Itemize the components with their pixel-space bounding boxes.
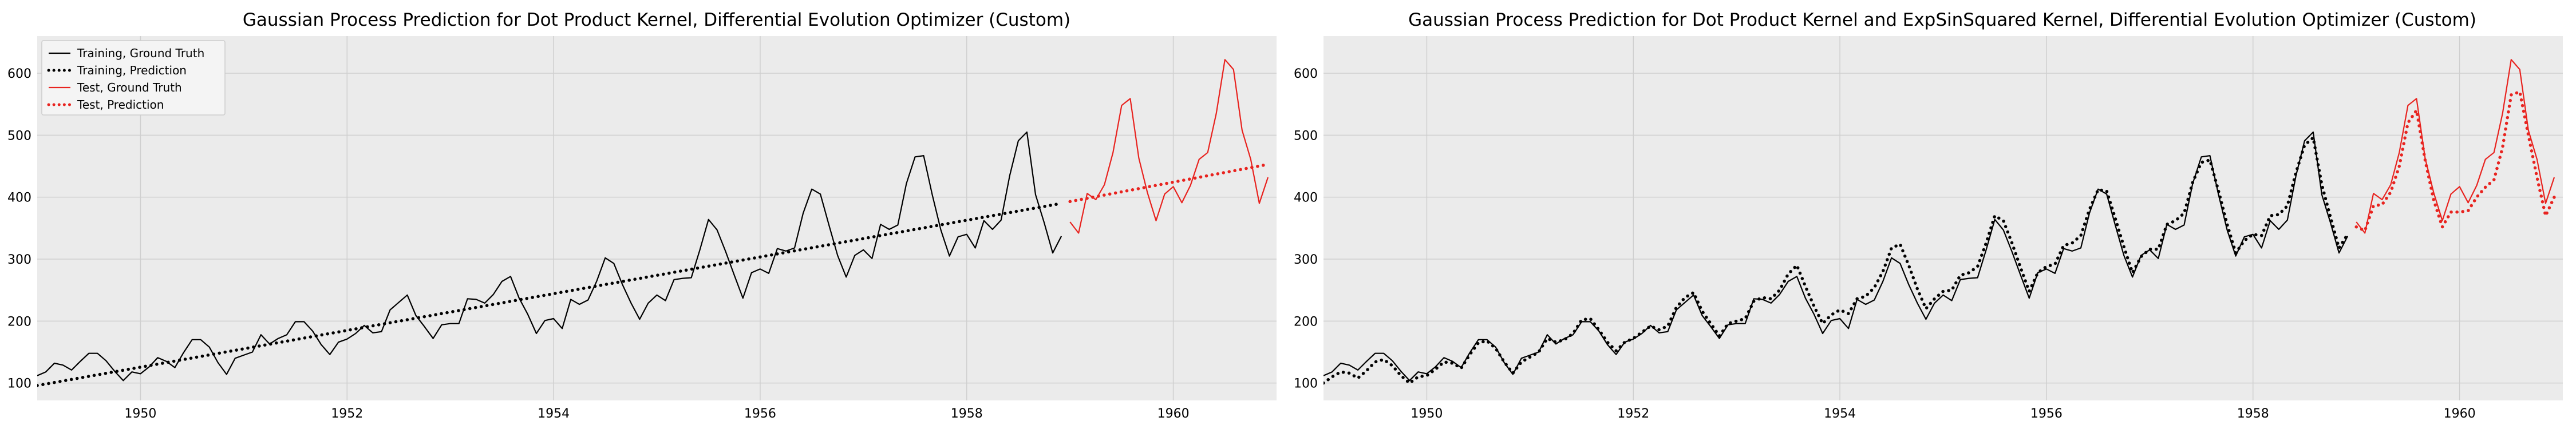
left-series-1-prediction-line [37,201,1064,387]
left-y-tick-label: 400 [7,191,31,205]
left-legend-label: Test, Ground Truth [77,81,182,94]
left-legend-label: Test, Prediction [77,98,164,112]
left-x-tick-label: 1952 [331,407,363,421]
left-legend-label: Training, Ground Truth [77,46,204,60]
right-chart-title: Gaussian Process Prediction for Dot Prod… [1408,10,2476,30]
right-y-tick-label: 600 [1294,67,1318,81]
right-y-tick-label: 300 [1294,253,1318,267]
right-x-tick-label: 1950 [1411,407,1443,421]
right-x-tick-label: 1958 [2237,407,2269,421]
left-x-tick-label: 1958 [951,407,983,421]
right-y-tick-label: 500 [1294,129,1318,143]
left-series-2-ground-truth-line [1069,59,1269,234]
right-series-2-ground-truth-line [2356,59,2555,234]
left-plot-area [37,36,1277,400]
right-series-group [1323,59,2556,385]
left-chart-title: Gaussian Process Prediction for Dot Prod… [243,10,1070,30]
left-chart-panel: Gaussian Process Prediction for Dot Prod… [7,10,1277,421]
right-plot-area [1323,36,2563,400]
left-y-tick-label: 200 [7,315,31,329]
right-y-tick-label: 200 [1294,315,1318,329]
left-y-tick-label: 300 [7,253,31,267]
left-series-group [37,59,1270,387]
right-x-tick-label: 1952 [1617,407,1649,421]
left-x-tick-label: 1950 [124,407,156,421]
left-legend-box [41,40,226,116]
left-y-tick-label: 100 [7,377,31,391]
left-y-tick-label: 500 [7,129,31,143]
left-x-tick-label: 1960 [1157,407,1190,421]
right-x-tick-label: 1954 [1824,407,1856,421]
left-y-tick-label: 600 [7,67,31,81]
right-series-3-prediction-line [2354,90,2556,232]
left-x-tick-label: 1954 [538,407,570,421]
right-x-tick-label: 1956 [2030,407,2063,421]
left-series-3-prediction-line [1068,162,1270,204]
right-y-tick-label: 400 [1294,191,1318,205]
right-series-1-prediction-line [1323,136,2349,385]
left-legend: Training, Ground Truth Training, Predicti… [41,40,226,116]
left-x-tick-label: 1956 [744,407,776,421]
right-x-tick-label: 1960 [2444,407,2476,421]
left-series-0-ground-truth-line [37,131,1062,382]
left-legend-label: Training, Prediction [77,63,187,77]
right-y-tick-label: 100 [1294,377,1318,391]
right-chart-panel: Gaussian Process Prediction for Dot Prod… [1294,10,2563,421]
